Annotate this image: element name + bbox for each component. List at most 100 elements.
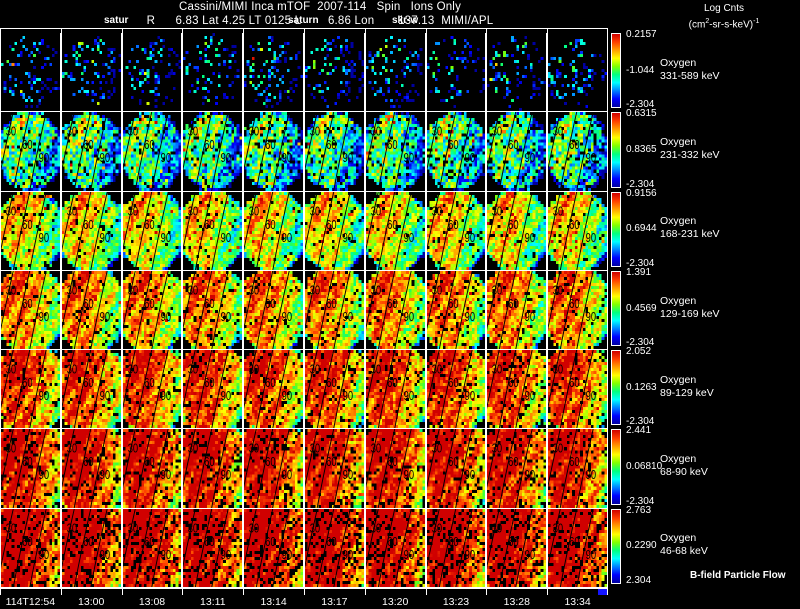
sky-map-panel[interactable]: 30 60 90 [426,191,486,270]
pitch-angle-contours: 30 60 90 [365,508,414,587]
contour-label: 30 [67,205,77,219]
contour-line [333,112,351,191]
sky-map-panel[interactable]: 30 60 90 [1,112,60,191]
contour-label: 60 [326,139,336,153]
sky-map-panel[interactable]: 30 60 90 [365,350,425,429]
contour-line [394,191,412,270]
sky-map-panel[interactable]: 30 60 90 [244,350,303,429]
sky-map-panel[interactable]: 30 60 90 [487,350,547,429]
sky-map-panel[interactable]: 30 60 90 [183,112,243,191]
sky-map-panel[interactable]: 30 60 90 [548,191,607,270]
contour-label: 60 [326,297,336,311]
sky-map-panel[interactable]: 30 60 90 [365,112,425,191]
contour-label: 90 [586,231,596,245]
sky-map-panel[interactable] [487,33,547,112]
sky-map-panel[interactable]: 30 60 90 [305,429,364,508]
contour-label: 30 [249,443,259,457]
sky-map-panel[interactable]: 30 60 90 [244,270,303,350]
contour-label: 90 [525,152,535,166]
sky-map-panel[interactable]: 30 60 90 [548,112,607,191]
sky-map-panel[interactable]: 30 60 90 [305,112,364,191]
sky-map-panel[interactable] [61,33,121,112]
contour-label: 30 [67,363,77,377]
contour-label: 90 [403,152,413,166]
contour-line [560,508,578,587]
sky-map-panel[interactable]: 30 60 90 [1,350,60,429]
sky-map-panel[interactable]: 30 60 90 [61,350,121,429]
sky-map-panel[interactable]: 30 60 90 [61,270,121,350]
colorbar [611,508,621,584]
sky-map-panel[interactable] [183,33,243,112]
sky-map-panel[interactable]: 30 60 90 [487,270,547,350]
sky-map-panel[interactable]: 30 60 90 [61,429,121,508]
contour-line [183,508,197,568]
sky-map-panel[interactable]: 30 60 90 [365,191,425,270]
sky-map-panel[interactable]: 30 60 90 [122,191,182,270]
sky-map-panel[interactable]: 30 60 90 [426,429,486,508]
sky-map-panel[interactable]: 30 60 90 [244,112,303,191]
contour-label: 60 [144,297,154,311]
sky-map-panel[interactable]: 30 60 90 [244,429,303,508]
sky-map-panel[interactable]: 30 60 90 [1,270,60,350]
sky-map-panel[interactable]: 30 60 90 [122,429,182,508]
sky-map-panel[interactable]: 30 60 90 [305,508,364,587]
sky-map-panel[interactable]: 30 60 90 [487,429,547,508]
sky-map-panel[interactable]: 30 60 90 [305,270,364,350]
sky-map-panel[interactable]: 30 60 90 [305,191,364,270]
sky-map-panel[interactable]: 30 60 90 [426,270,486,350]
time-tick [304,588,305,595]
sky-map-panel[interactable]: 30 60 90 [548,350,607,429]
sky-map-panel[interactable]: 30 60 90 [122,350,182,429]
contour-label: 60 [265,456,275,470]
sky-map-panel[interactable]: 30 60 90 [487,191,547,270]
sky-map-panel[interactable]: 30 60 90 [365,429,425,508]
contour-label: 30 [67,443,77,457]
sky-map-panel[interactable]: 30 60 90 [183,429,243,508]
sky-map-panel[interactable] [244,33,303,112]
sky-map-panel[interactable]: 30 60 90 [1,191,60,270]
contour-line [548,350,561,410]
sky-map-panel[interactable]: 30 60 90 [548,429,607,508]
sky-map-panel[interactable]: 30 60 90 [305,350,364,429]
contour-label: 90 [282,549,292,563]
sky-map-panel[interactable]: 30 60 90 [61,191,121,270]
sky-map-panel[interactable] [548,33,607,112]
sky-map-panel[interactable] [1,33,60,112]
contour-label: 60 [205,218,215,232]
sky-map-panel[interactable] [365,33,425,112]
pitch-angle-contours: 30 60 90 [122,270,171,350]
contour-line [333,429,351,508]
sky-map-panel[interactable]: 30 60 90 [183,191,243,270]
sky-map-panel[interactable]: 30 60 90 [548,270,607,350]
contour-line [183,191,197,251]
sky-map-panel[interactable]: 30 60 90 [122,112,182,191]
sky-map-panel[interactable]: 30 60 90 [122,270,182,350]
sky-map-panel[interactable]: 30 60 90 [244,191,303,270]
sky-map-panel[interactable]: 30 60 90 [487,112,547,191]
sky-map-panel[interactable]: 30 60 90 [61,508,121,587]
sky-map-panel[interactable]: 30 60 90 [183,508,243,587]
species-name: Oxygen [660,453,697,466]
contour-line [560,350,578,429]
sky-map-panel[interactable]: 30 60 90 [487,508,547,587]
sky-map-panel[interactable]: 30 60 90 [426,350,486,429]
sky-map-panel[interactable]: 30 60 90 [1,429,60,508]
sky-map-panel[interactable]: 30 60 90 [244,508,303,587]
contour-line [195,508,213,587]
sky-map-panel[interactable]: 30 60 90 [122,508,182,587]
sky-map-panel[interactable] [426,33,486,112]
sky-map-panel[interactable] [122,33,182,112]
pitch-angle-contours: 30 60 90 [548,508,596,587]
sky-map-panel[interactable]: 30 60 90 [548,508,607,587]
sky-map-panel[interactable]: 30 60 90 [365,508,425,587]
sky-map-panel[interactable]: 30 60 90 [426,508,486,587]
sky-map-panel[interactable] [305,33,364,112]
sky-map-panel[interactable]: 30 60 90 [426,112,486,191]
sky-map-panel[interactable]: 30 60 90 [1,508,60,587]
panel-canvas [365,33,425,112]
sky-map-panel[interactable]: 30 60 90 [365,270,425,350]
contour-line [365,112,379,172]
sky-map-panel[interactable]: 30 60 90 [61,112,121,191]
sky-map-panel[interactable]: 30 60 90 [183,350,243,429]
sky-map-panel[interactable]: 30 60 90 [183,270,243,350]
